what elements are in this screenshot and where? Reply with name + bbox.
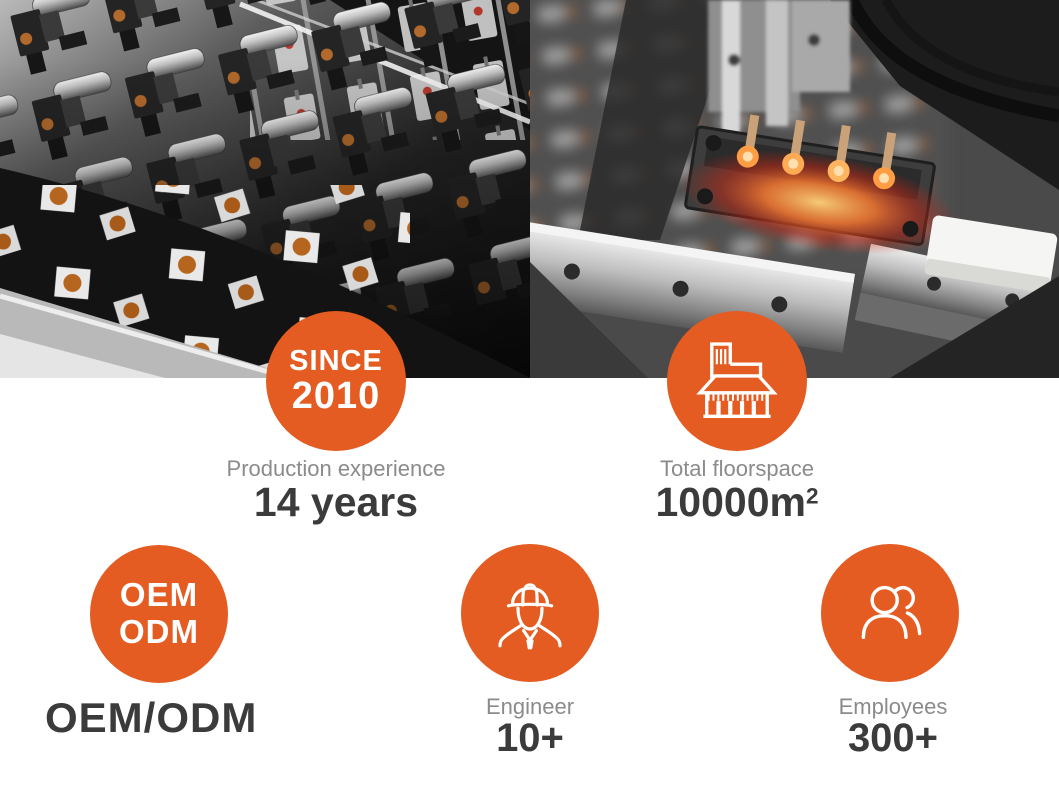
badge-floorspace — [667, 311, 807, 451]
badge-employees — [821, 544, 959, 682]
value-employees-count: 300+ — [847, 716, 939, 760]
value-engineer-count: 10+ — [496, 716, 564, 760]
factory-building-icon — [696, 342, 778, 418]
badge-since-2010: SINCE 2010 — [266, 311, 406, 451]
badge-line-since: SINCE — [289, 344, 383, 377]
assembly-machine-photo — [530, 0, 1059, 378]
badge-engineer — [461, 544, 599, 682]
value-oem-odm: OEM/ODM — [45, 694, 258, 741]
badge-line-odm: ODM — [119, 613, 199, 650]
value-floorspace-number: 10000m — [655, 479, 806, 525]
production-line-photo — [0, 0, 530, 378]
value-14-years: 14 years — [253, 479, 419, 525]
badge-line-2010: 2010 — [291, 375, 381, 418]
badge-line-oem: OEM — [119, 576, 199, 614]
value-floorspace: 10000m2 — [577, 479, 897, 525]
label-total-floorspace: Total floorspace — [659, 456, 815, 481]
value-floorspace-sup: 2 — [805, 483, 819, 509]
employees-group-icon — [861, 585, 922, 640]
label-production-experience: Production experience — [226, 456, 446, 481]
engineer-hardhat-icon — [498, 583, 562, 650]
label-employees: Employees — [838, 694, 948, 719]
badge-oem-odm: OEM ODM — [90, 545, 228, 683]
label-engineer: Engineer — [485, 694, 575, 719]
